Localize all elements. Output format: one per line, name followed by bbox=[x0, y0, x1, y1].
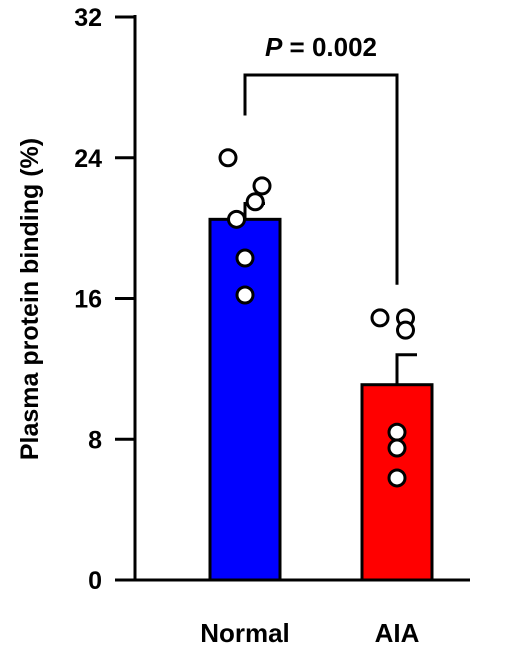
data-point bbox=[252, 176, 272, 196]
p-value: = 0.002 bbox=[282, 32, 377, 62]
significance-bracket: P = 0.002 bbox=[243, 32, 399, 285]
data-point bbox=[396, 320, 415, 340]
data-point bbox=[235, 285, 255, 305]
data-point bbox=[370, 308, 390, 328]
y-tick-label: 16 bbox=[74, 286, 102, 314]
data-point-group bbox=[218, 148, 415, 488]
y-tick-label: 24 bbox=[74, 145, 102, 173]
y-axis-title: Plasma protein binding (%) bbox=[16, 138, 44, 460]
data-point bbox=[227, 209, 246, 229]
x-category-group: Normal AIA bbox=[200, 618, 419, 648]
data-point bbox=[218, 148, 238, 168]
x-category-label: Normal bbox=[200, 618, 290, 648]
y-tick-label: 8 bbox=[88, 426, 102, 454]
bar-group bbox=[208, 217, 434, 582]
data-point bbox=[245, 192, 265, 212]
data-point bbox=[387, 422, 407, 442]
data-point bbox=[387, 468, 407, 488]
x-category-label: AIA bbox=[375, 618, 420, 648]
y-tick-group: 0 8 16 24 32 bbox=[74, 4, 135, 595]
data-point bbox=[235, 248, 255, 268]
bar-normal bbox=[208, 217, 282, 582]
y-tick-label: 0 bbox=[88, 567, 102, 595]
data-point bbox=[387, 438, 407, 458]
error-bar-aia bbox=[395, 353, 417, 385]
p-value-label: P = 0.002 bbox=[265, 32, 377, 62]
bracket-line bbox=[243, 73, 399, 285]
p-symbol: P bbox=[265, 32, 283, 62]
y-tick-label: 32 bbox=[74, 4, 102, 32]
